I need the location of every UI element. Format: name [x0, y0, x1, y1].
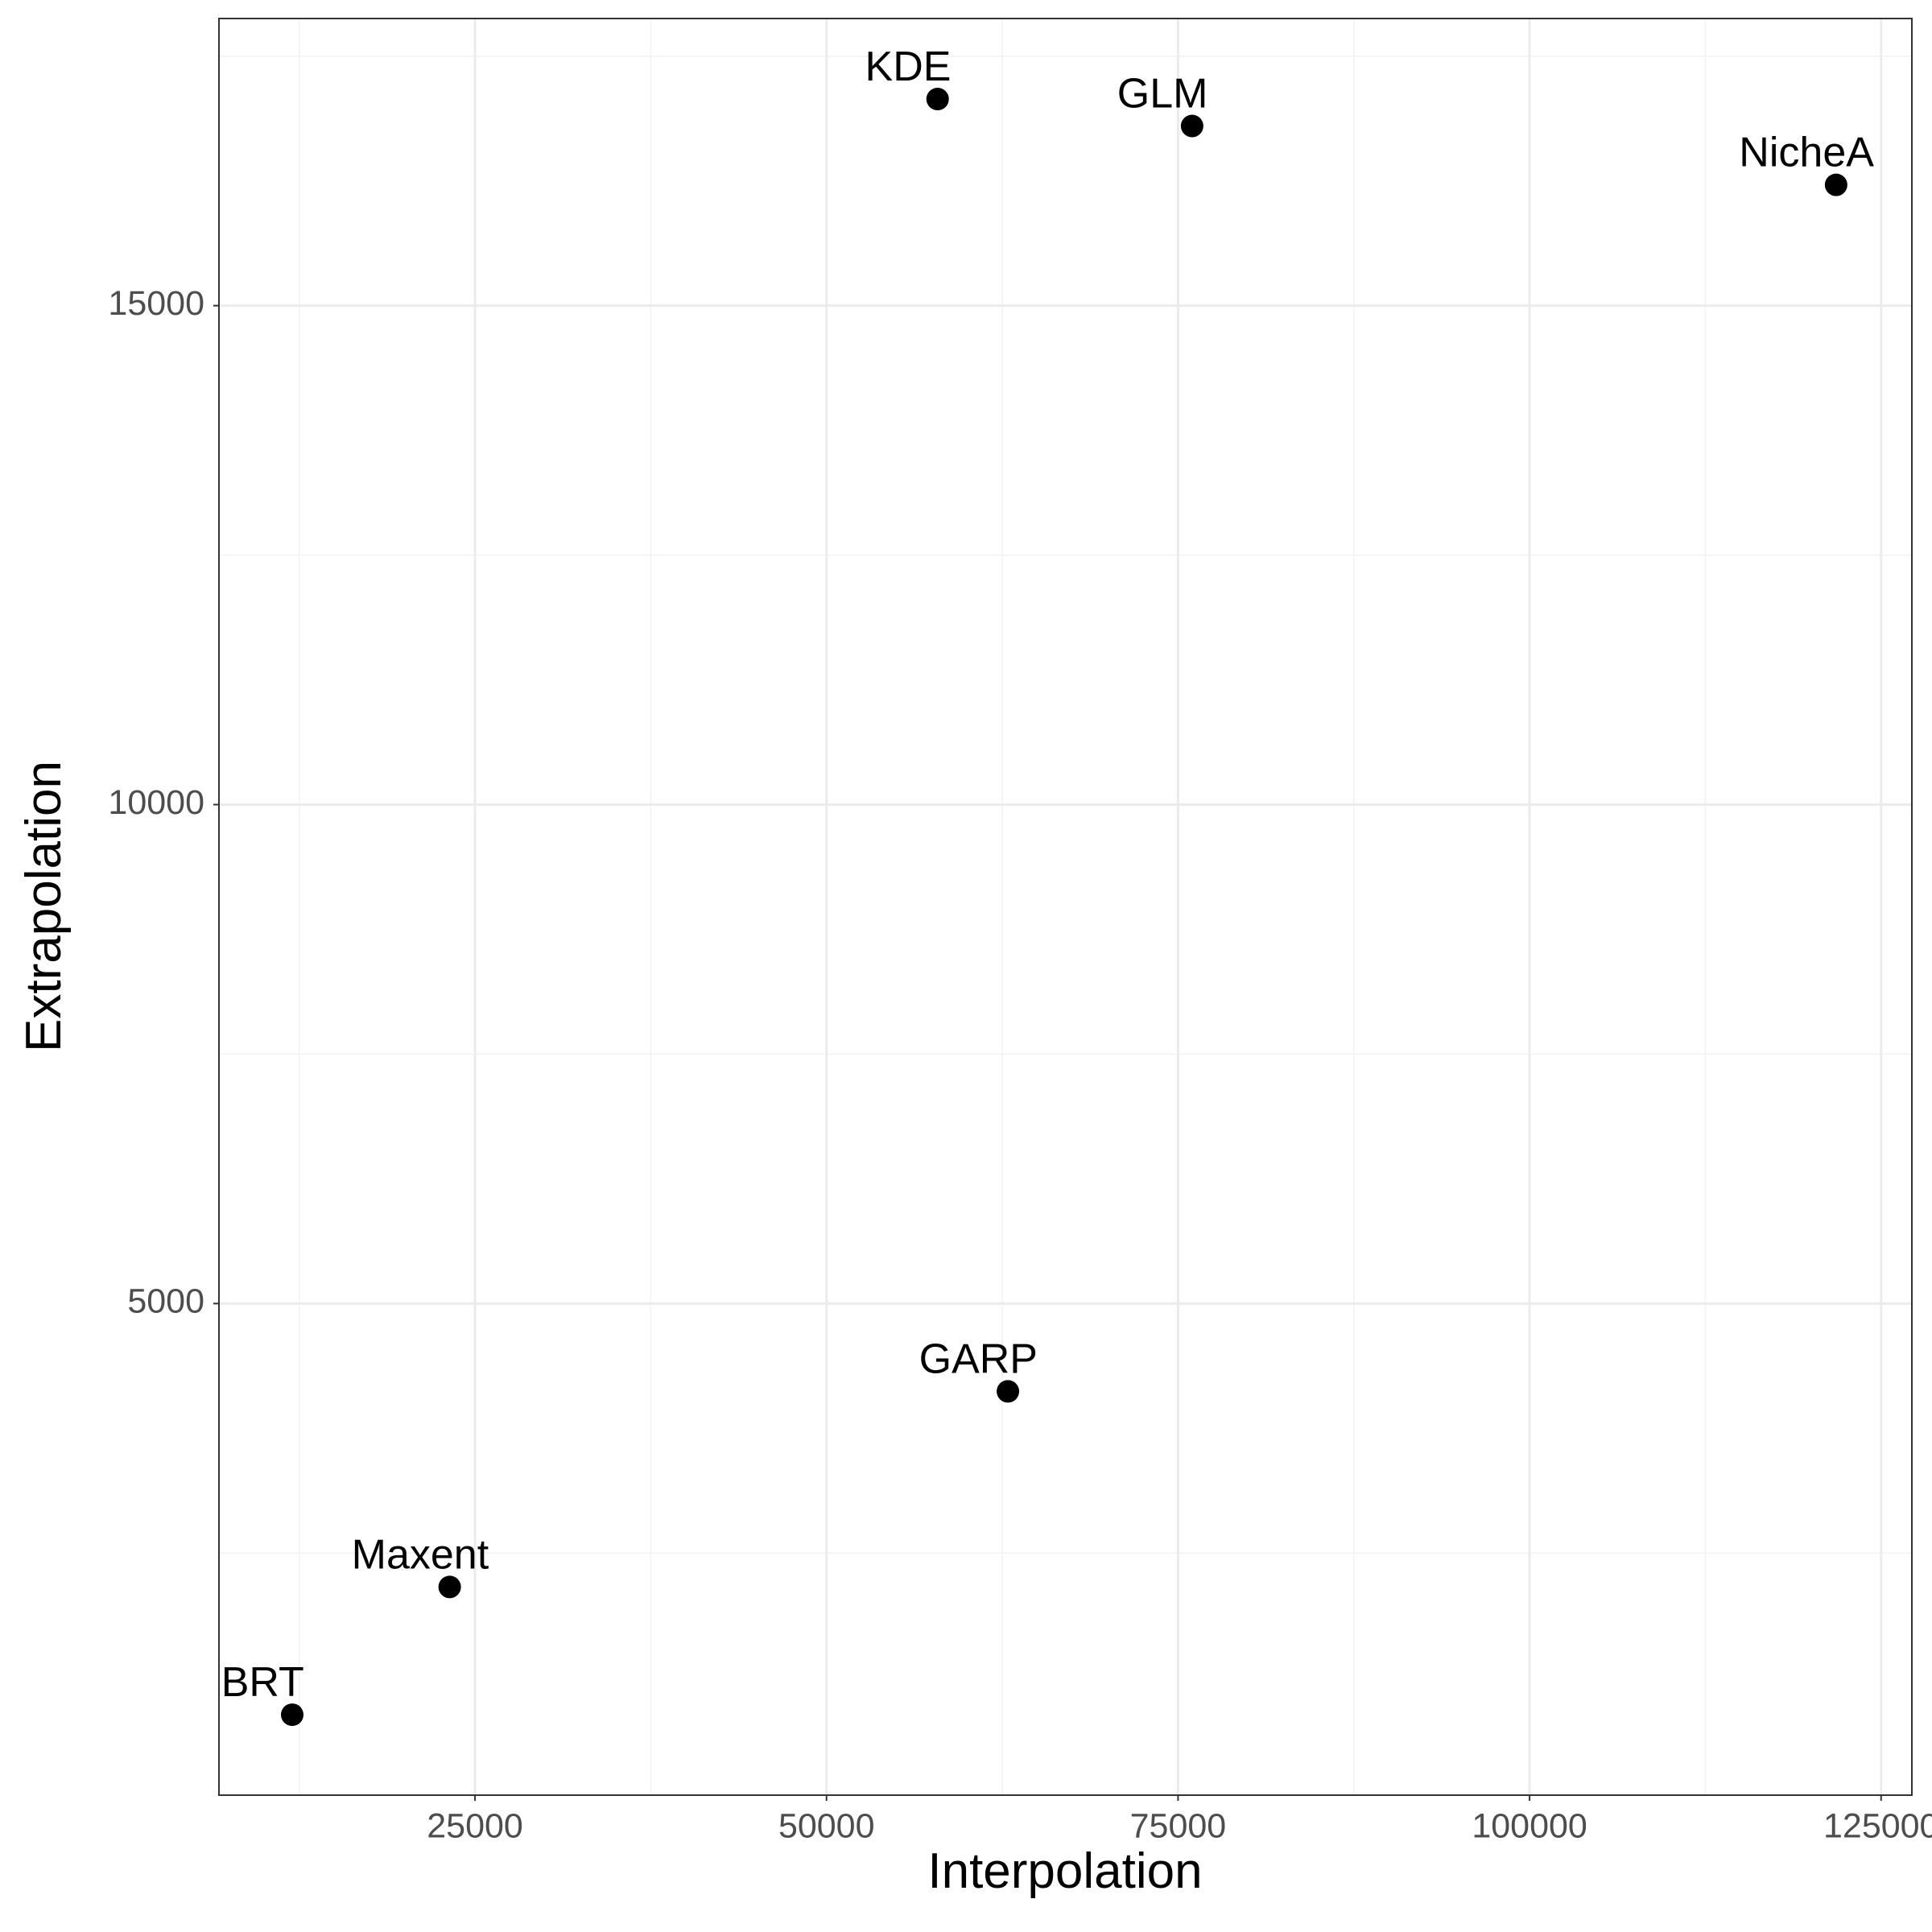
point	[926, 88, 949, 111]
grid	[219, 19, 1912, 1795]
point-label: BRT	[221, 1659, 304, 1706]
y-tick-label: 5000	[127, 1282, 204, 1321]
y-tick-label: 15000	[108, 284, 204, 323]
point-label: Maxent	[352, 1531, 489, 1578]
point	[1180, 114, 1203, 138]
panel-border	[218, 18, 1913, 1796]
point	[997, 1380, 1020, 1403]
marks: KDE GLM NicheA GARP Maxent BRT	[221, 43, 1874, 1727]
y-axis-title: Extrapolation	[16, 761, 72, 1052]
point	[438, 1575, 461, 1599]
x-tick-label: 50000	[778, 1806, 875, 1845]
point	[281, 1703, 304, 1727]
x-tick-label: 75000	[1130, 1806, 1227, 1845]
x-axis-title: Interpolation	[927, 1843, 1202, 1899]
y-tick-label: 10000	[108, 783, 204, 822]
x-tick-label: 125000	[1823, 1806, 1932, 1845]
x-tick-label: 100000	[1472, 1806, 1587, 1845]
point-label: KDE	[865, 43, 952, 90]
point-label: GLM	[1117, 71, 1208, 118]
point-label: GARP	[919, 1335, 1038, 1382]
point	[1824, 173, 1847, 196]
point-label: NicheA	[1739, 130, 1874, 176]
x-tick-label: 25000	[427, 1806, 523, 1845]
